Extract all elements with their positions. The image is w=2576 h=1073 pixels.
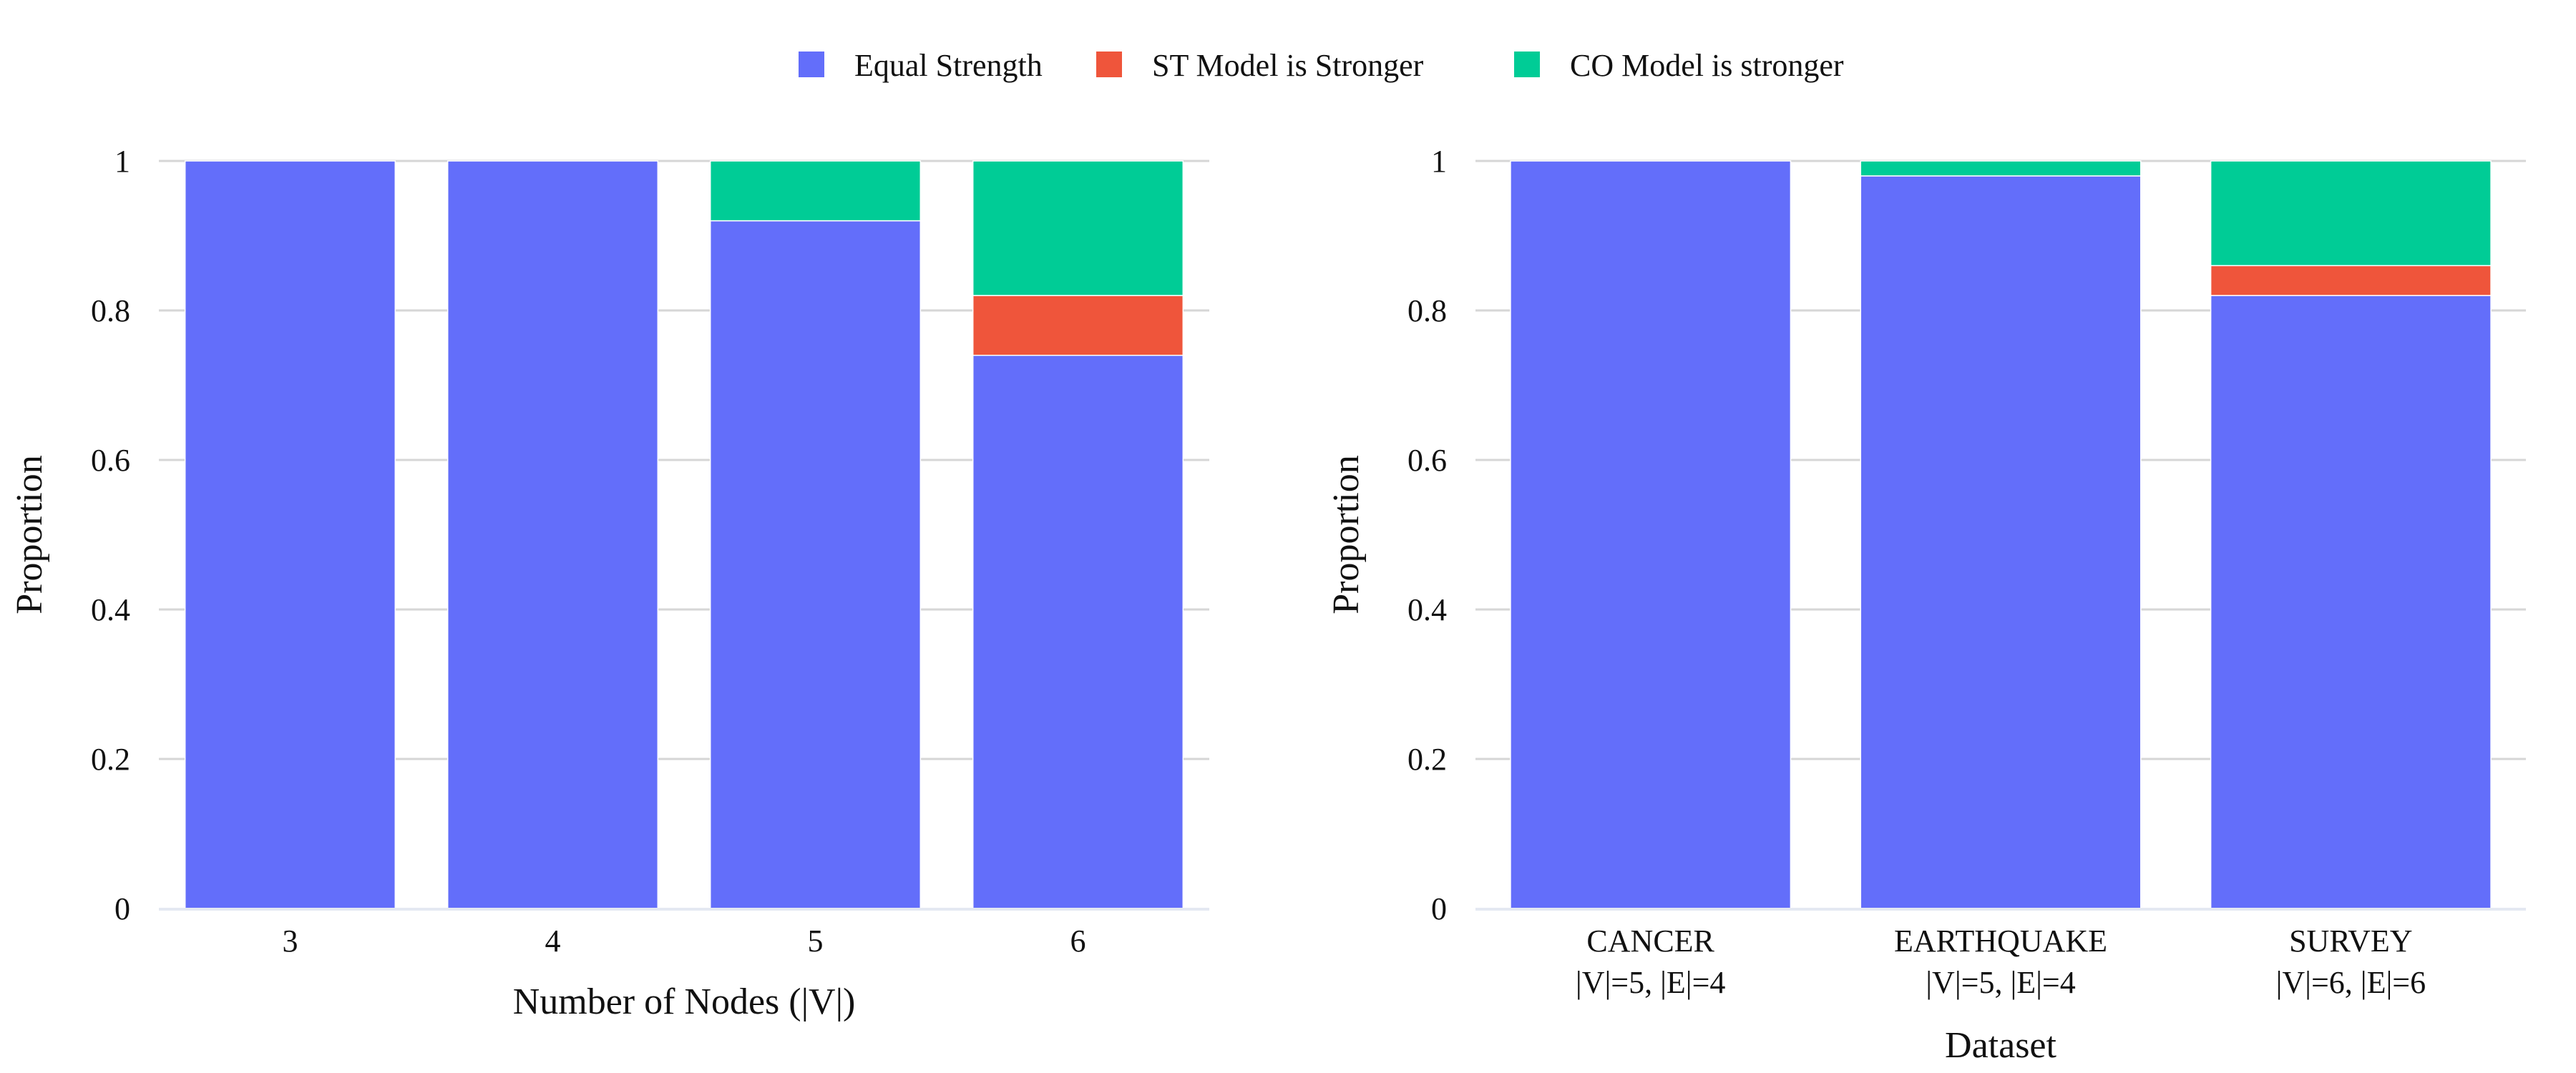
y-axis-title: Proportion [1326,455,1367,614]
y-tick-label: 0.6 [1407,443,1447,478]
legend-swatch-co-model-is-stronger[interactable] [1514,52,1540,77]
y-tick-label: 0.8 [91,293,130,328]
bar-survey-co-model-is-stronger[interactable] [2210,160,2492,267]
x-tick-sublabel: |V|=5, |E|=4 [1576,965,1726,1000]
bar-6-co-model-is-stronger[interactable] [972,160,1184,296]
bar-cancer-equal-strength[interactable] [1510,160,1792,909]
x-axis-title: Number of Nodes (|V|) [513,981,856,1022]
x-tick-label: 6 [1070,923,1086,959]
y-tick-label: 1 [1431,144,1447,179]
legend-label-equal-strength[interactable]: Equal Strength [854,48,1043,83]
y-tick-label: 0.2 [1407,742,1447,777]
bar-5-co-model-is-stronger[interactable] [709,160,922,222]
x-tick-label: 5 [808,923,824,959]
bar-survey-st-model-is-stronger[interactable] [2210,265,2492,296]
legend-label-st-model-is-stronger[interactable]: ST Model is Stronger [1152,48,1424,83]
y-tick-label: 0 [1431,891,1447,926]
x-tick-label: CANCER [1586,923,1714,959]
bar-3-equal-strength[interactable] [184,160,396,909]
legend-label-co-model-is-stronger[interactable]: CO Model is stronger [1570,48,1844,83]
bar-6-equal-strength[interactable] [972,354,1184,909]
y-tick-label: 0.2 [91,742,130,777]
x-tick-label: EARTHQUAKE [1894,923,2107,959]
x-tick-label: 4 [545,923,561,959]
legend-swatch-equal-strength[interactable] [799,52,824,77]
chart-datasets: 0 0.2 0.4 0.6 0.8 1 CANCER |V|=5, |E|=4 EARTHQUA… [1326,144,2526,1066]
x-tick-sublabel: |V|=6, |E|=6 [2276,965,2426,1000]
x-tick-label: 3 [283,923,298,959]
bar-earthquake-co-model-is-stronger[interactable] [1860,160,2142,177]
bar-4-equal-strength[interactable] [447,160,659,909]
y-axis-title: Proportion [9,455,50,614]
y-tick-label: 0 [114,891,130,926]
x-tick-label: SURVEY [2289,923,2413,959]
bar-6-st-model-is-stronger[interactable] [972,295,1184,356]
y-tick-label: 1 [114,144,130,179]
chart-nodes: 0 0.2 0.4 0.6 0.8 1 3 4 5 6 Number of Nodes (|V|) P… [9,144,1209,1022]
bar-earthquake-equal-strength[interactable] [1860,175,2142,909]
y-tick-label: 0.8 [1407,293,1447,328]
y-tick-label: 0.6 [91,443,130,478]
bar-survey-equal-strength[interactable] [2210,295,2492,909]
legend-swatch-st-model-is-stronger[interactable] [1096,52,1122,77]
x-tick-sublabel: |V|=5, |E|=4 [1926,965,2076,1000]
legend: Equal Strength ST Model is Stronger CO Mod… [799,48,1844,83]
y-tick-label: 0.4 [1407,592,1447,627]
x-axis-title: Dataset [1945,1025,2057,1066]
y-tick-label: 0.4 [91,592,130,627]
bar-5-equal-strength[interactable] [709,220,922,909]
